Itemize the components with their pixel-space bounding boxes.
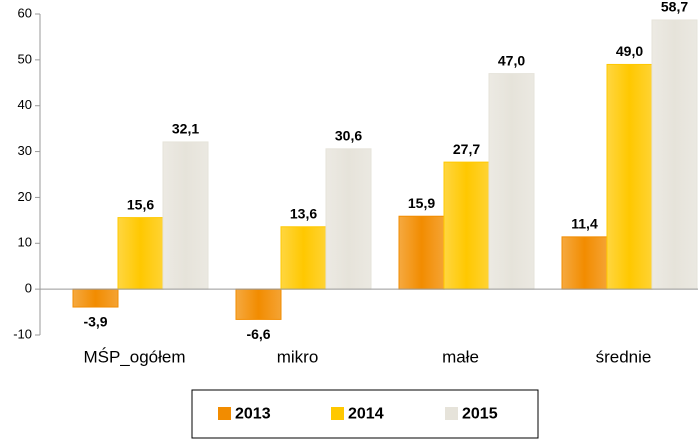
bar xyxy=(325,148,372,290)
y-tick-label: 40 xyxy=(18,97,32,112)
data-label: -6,6 xyxy=(246,326,270,342)
x-tick-label: mikro xyxy=(277,347,319,366)
legend-swatch xyxy=(331,407,344,420)
bar xyxy=(162,141,209,290)
x-tick-label: małe xyxy=(442,347,479,366)
data-label: 47,0 xyxy=(498,52,525,68)
y-tick-label: 0 xyxy=(25,281,32,296)
data-label: 58,7 xyxy=(661,0,688,15)
data-label: 27,7 xyxy=(453,141,480,157)
bar xyxy=(606,63,653,290)
bar xyxy=(651,19,698,290)
legend-swatch xyxy=(218,407,231,420)
y-tick-label: 20 xyxy=(18,189,32,204)
bar xyxy=(561,236,608,290)
y-tick-label: 30 xyxy=(18,143,32,158)
data-label: 32,1 xyxy=(172,121,199,137)
bar xyxy=(280,226,327,290)
data-label: 15,6 xyxy=(127,196,154,212)
legend-label: 2013 xyxy=(235,406,271,423)
bar xyxy=(72,288,119,308)
y-tick-label: 10 xyxy=(18,235,32,250)
data-label: 13,6 xyxy=(290,205,317,221)
bar xyxy=(488,73,535,290)
x-tick-label: średnie xyxy=(596,347,652,366)
y-tick-label: 60 xyxy=(18,5,32,20)
legend-box xyxy=(191,389,539,439)
bar xyxy=(235,288,282,320)
legend-label: 2014 xyxy=(348,406,384,423)
data-label: 11,4 xyxy=(571,216,598,232)
bar xyxy=(443,161,490,290)
y-tick-label: 50 xyxy=(18,51,32,66)
data-label: 30,6 xyxy=(335,128,362,144)
data-label: -3,9 xyxy=(83,314,107,330)
bar xyxy=(117,217,164,290)
bar xyxy=(398,215,445,290)
y-tick-label: -10 xyxy=(13,326,32,341)
legend-swatch xyxy=(445,407,458,420)
legend-label: 2015 xyxy=(462,406,498,423)
x-tick-label: MŚP_ogółem xyxy=(83,347,185,366)
data-label: 49,0 xyxy=(616,43,643,59)
data-label: 15,9 xyxy=(408,195,435,211)
